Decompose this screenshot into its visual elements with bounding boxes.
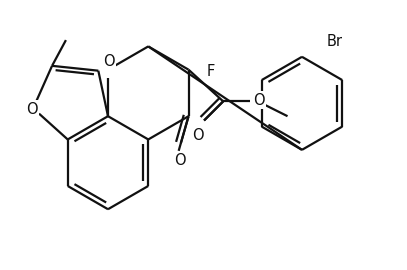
Text: O: O (26, 102, 38, 117)
Text: F: F (206, 64, 214, 79)
Text: O: O (103, 54, 115, 69)
Text: O: O (253, 93, 265, 108)
Text: O: O (174, 153, 186, 168)
Text: Br: Br (327, 35, 343, 49)
Text: O: O (192, 129, 203, 143)
